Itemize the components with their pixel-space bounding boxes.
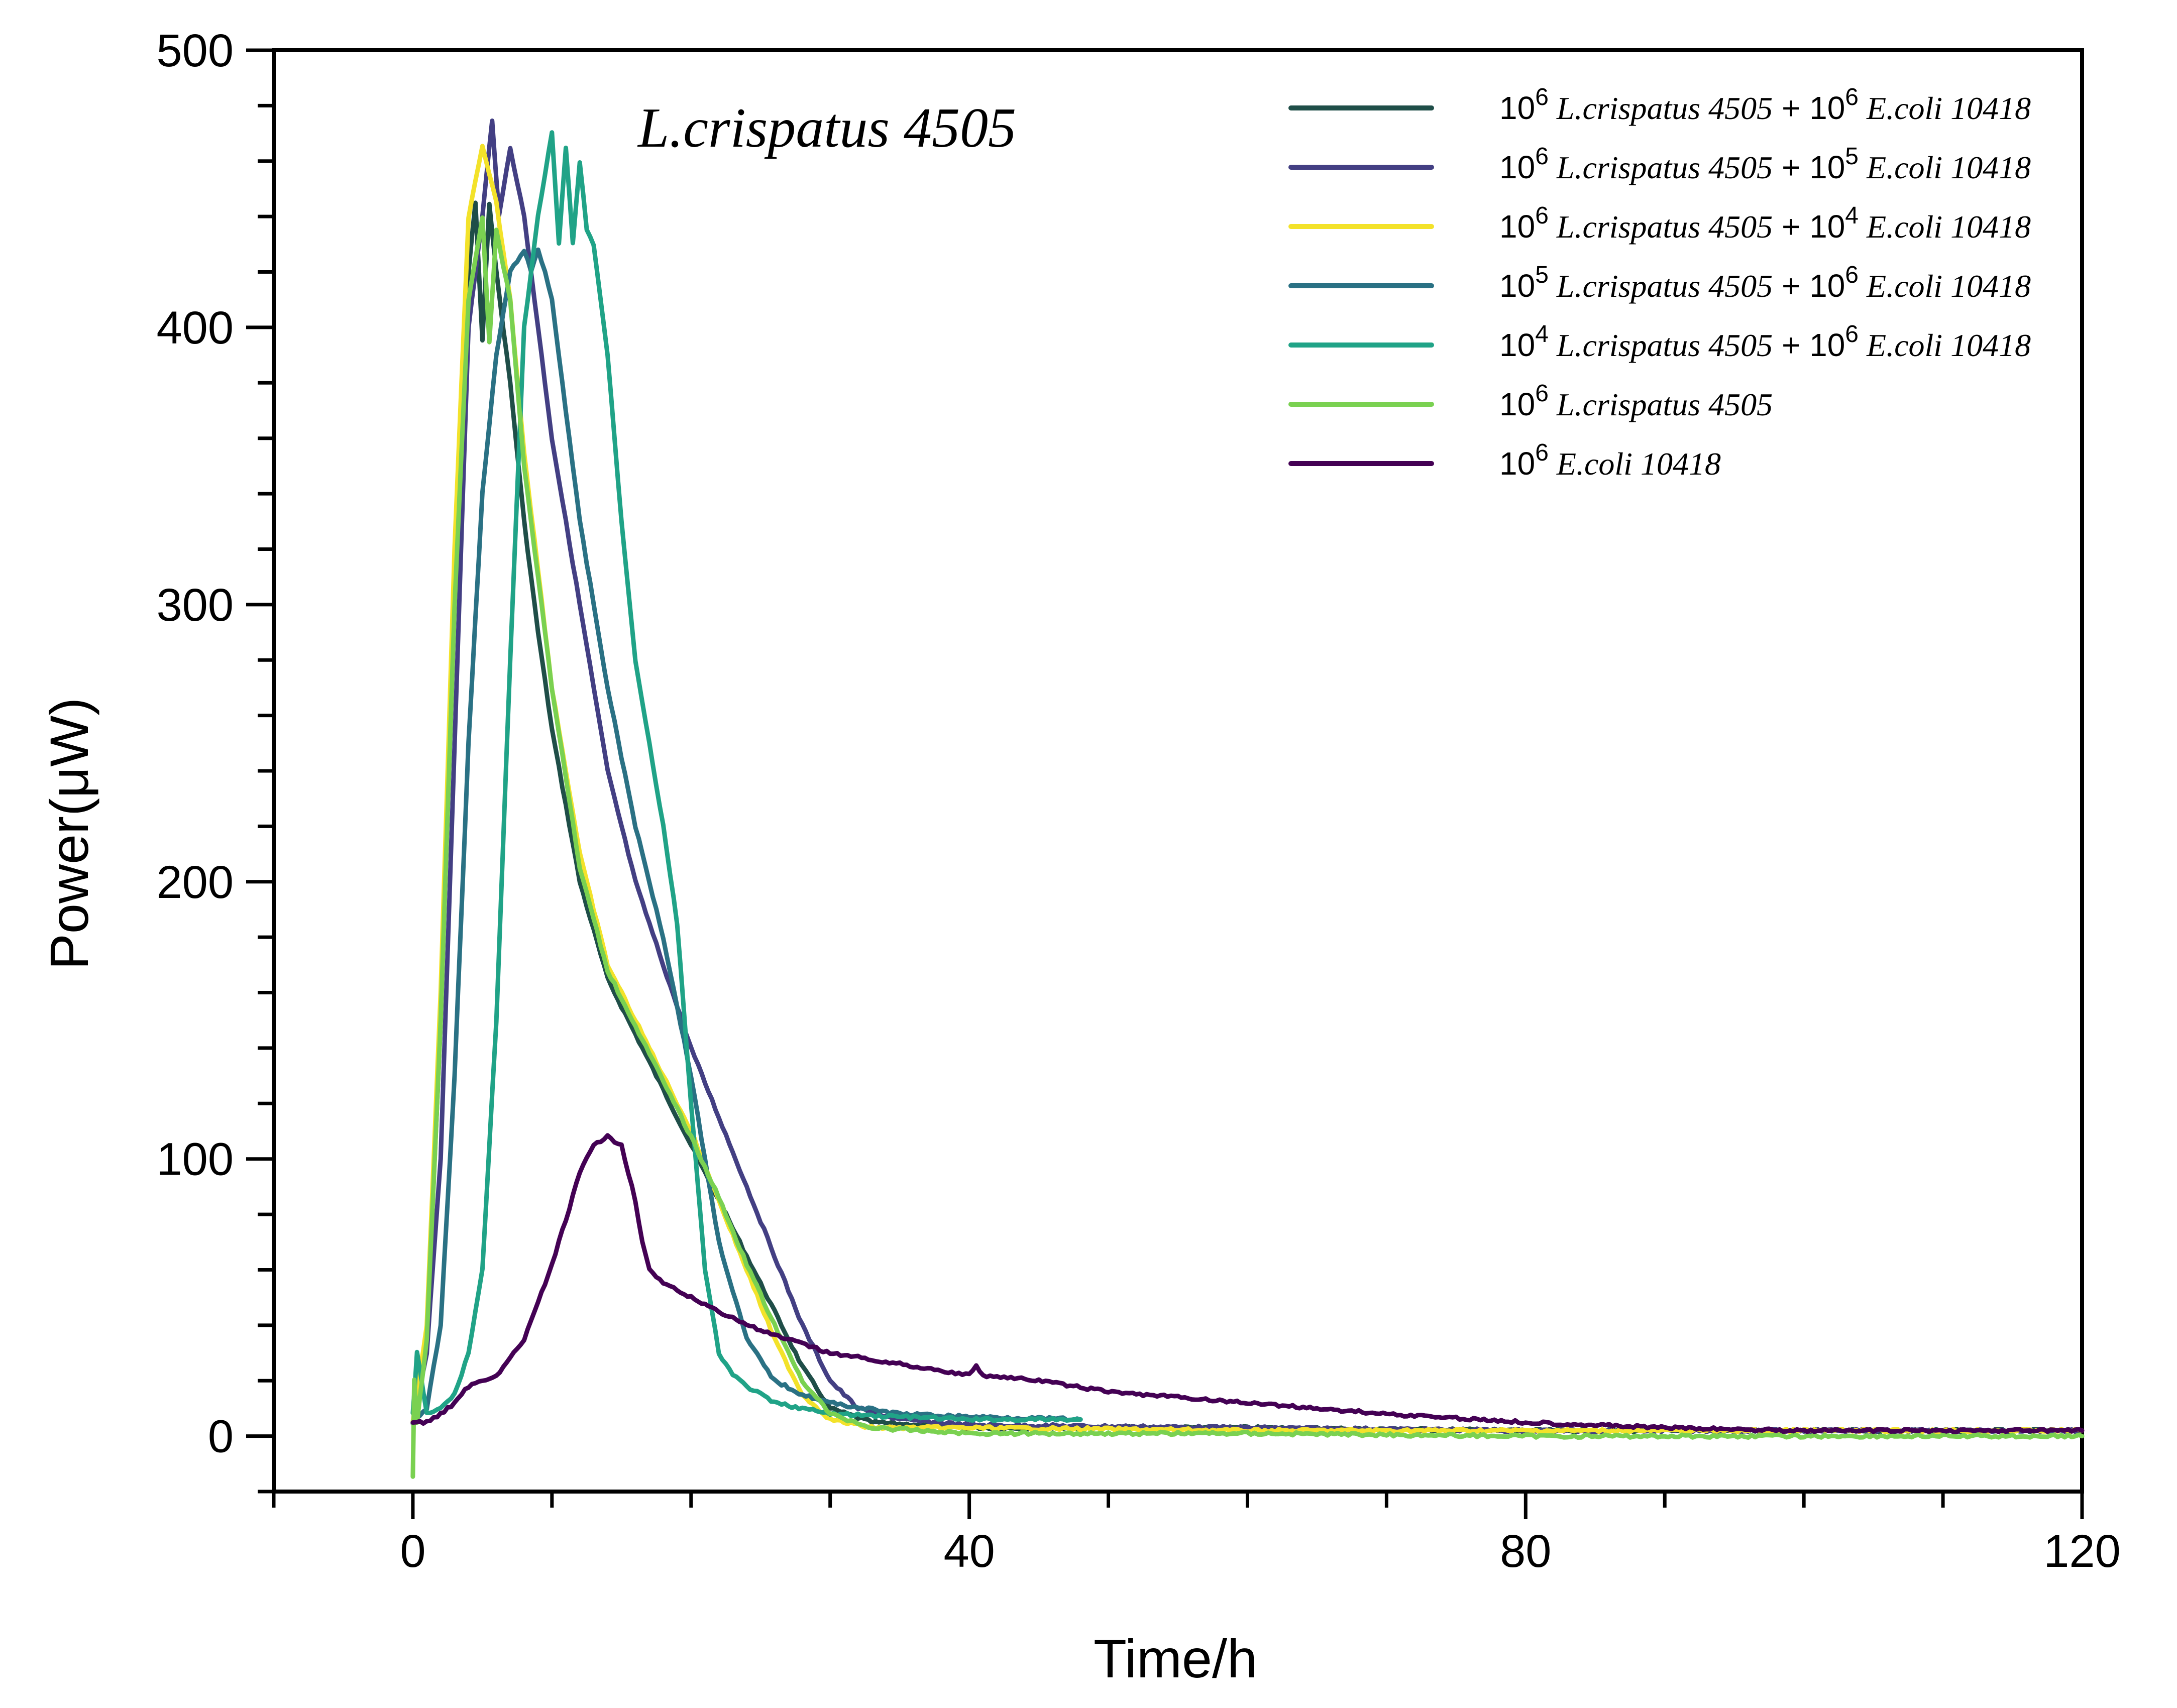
- series-line-4: [410, 247, 1083, 1426]
- y-axis-title: Power(μW): [39, 698, 99, 970]
- axis-ticks: [246, 48, 2084, 1519]
- y-tick-label: 300: [157, 580, 234, 631]
- y-tick-label: 200: [157, 857, 234, 908]
- legend-label-2: 106 L.crispatus 4505 + 105 E.coli 10418: [1499, 143, 2031, 185]
- legend-label-5: 104 L.crispatus 4505 + 106 E.coli 10418: [1499, 321, 2031, 363]
- legend-label-4: 105 L.crispatus 4505 + 106 E.coli 10418: [1499, 262, 2031, 304]
- legend-label-3: 106 L.crispatus 4505 + 104 E.coli 10418: [1499, 202, 2031, 245]
- data-series-group: [410, 119, 2085, 1479]
- legend-label-7: 106 E.coli 10418: [1499, 439, 1721, 482]
- x-tick-label: 120: [2043, 1526, 2121, 1577]
- tick-labels: 0 40 80 120 0 100 200 300 400 500: [157, 25, 2121, 1577]
- x-axis-title: Time/h: [1094, 1628, 1257, 1689]
- series-line-2: [410, 119, 2085, 1434]
- x-tick-label: 80: [1500, 1526, 1551, 1577]
- series-line-6: [410, 215, 2085, 1479]
- chart-annotation: L.crispatus 4505: [637, 97, 1016, 159]
- legend-label-6: 106 L.crispatus 4505: [1499, 380, 1773, 422]
- x-tick-label: 0: [400, 1526, 425, 1577]
- series-line-5: [410, 130, 1083, 1423]
- y-tick-label: 0: [208, 1411, 234, 1462]
- y-tick-label: 100: [157, 1134, 234, 1185]
- x-tick-label: 40: [943, 1526, 995, 1577]
- legend-label-1: 106 L.crispatus 4505 + 106 E.coli 10418: [1499, 84, 2031, 126]
- y-tick-label: 400: [157, 302, 234, 354]
- legend: 106 L.crispatus 4505 + 106 E.coli 10418 1…: [1288, 84, 2031, 482]
- series-line-7: [410, 1133, 2085, 1434]
- y-tick-label: 500: [157, 25, 234, 76]
